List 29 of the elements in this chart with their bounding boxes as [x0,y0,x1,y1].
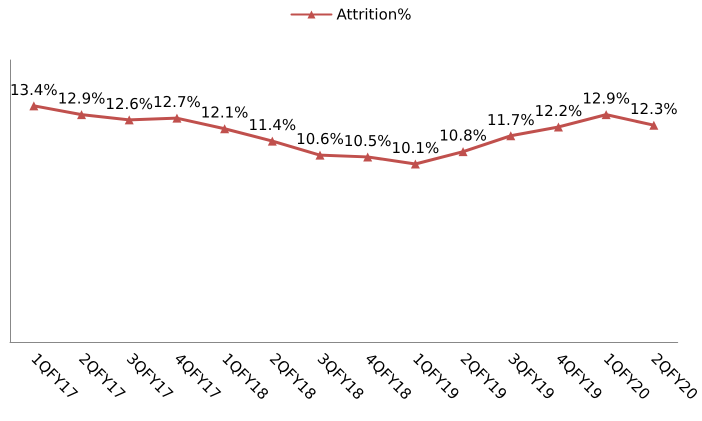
point [220,124,230,134]
point [77,110,86,120]
point [506,131,516,140]
data-label: 12.6% [105,94,154,113]
data-label: 12.9% [582,90,630,108]
point [602,110,611,120]
data-label: 10.5% [344,132,392,150]
data-label: 10.1% [392,138,440,157]
data-label: 12.3% [630,100,678,118]
point [554,122,563,132]
data-label: 12.2% [534,102,582,120]
point [458,147,468,156]
data-label: 13.4% [10,80,58,99]
data-label: 10.6% [296,130,344,148]
data-label: 12.7% [153,93,201,112]
point [29,101,38,110]
point [268,136,277,146]
point [172,114,182,123]
point [316,150,324,160]
data-label: 12.1% [200,104,248,122]
legend-label: Attrition% [336,6,412,24]
point [363,152,372,162]
data-label: 10.8% [439,126,487,145]
point [649,120,658,130]
data-label: 11.7% [486,110,535,129]
data-label: 12.9% [58,90,106,108]
data-label: 11.4% [248,116,296,134]
point [410,159,420,168]
point [124,115,134,124]
